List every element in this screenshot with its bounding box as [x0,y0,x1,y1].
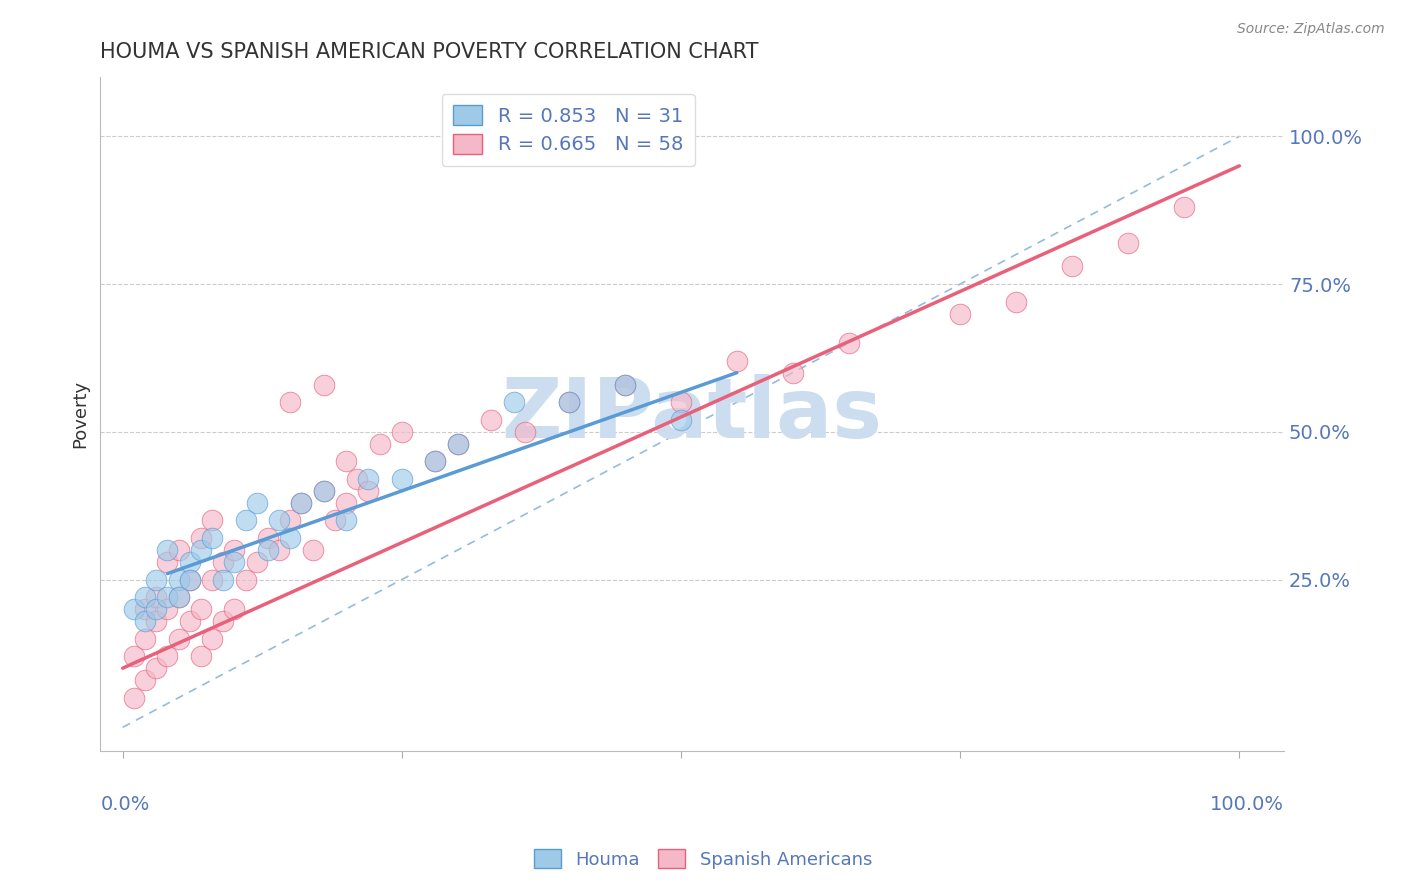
Point [134,614,156,628]
Point [301,543,323,558]
Point [167,543,190,558]
Point [558,395,581,409]
Point [502,395,524,409]
Point [1116,235,1139,250]
Point [201,573,224,587]
Point [614,377,637,392]
Point [346,472,368,486]
Point [447,436,470,450]
Legend: R = 0.853   N = 31, R = 0.665   N = 58: R = 0.853 N = 31, R = 0.665 N = 58 [441,94,695,166]
Point [267,543,290,558]
Point [246,496,269,510]
Point [156,555,179,569]
Point [179,573,201,587]
Point [312,483,335,498]
Point [278,531,301,545]
Point [190,602,212,616]
Point [335,454,357,468]
Point [425,454,447,468]
Point [212,555,235,569]
Point [156,649,179,664]
Point [134,673,156,687]
Point [190,531,212,545]
Point [134,632,156,646]
Point [212,573,235,587]
Point [122,649,145,664]
Point [335,513,357,527]
Point [156,602,179,616]
Point [447,436,470,450]
Point [278,513,301,527]
Y-axis label: Poverty: Poverty [72,380,89,448]
Point [1060,260,1083,274]
Point [145,591,167,605]
Point [513,425,536,439]
Point [290,496,312,510]
Point [156,591,179,605]
Point [782,366,804,380]
Point [669,395,692,409]
Point [312,483,335,498]
Point [357,472,380,486]
Point [278,395,301,409]
Point [201,531,224,545]
Point [167,591,190,605]
Point [1005,294,1028,309]
Point [190,543,212,558]
Point [167,632,190,646]
Point [257,543,280,558]
Point [558,395,581,409]
Point [167,573,190,587]
Point [122,602,145,616]
Text: 0.0%: 0.0% [100,795,149,814]
Point [235,573,257,587]
Point [224,543,246,558]
Point [212,614,235,628]
Point [134,602,156,616]
Point [1173,200,1195,214]
Point [323,513,346,527]
Point [335,496,357,510]
Point [190,649,212,664]
Text: Source: ZipAtlas.com: Source: ZipAtlas.com [1237,22,1385,37]
Point [669,413,692,427]
Point [224,602,246,616]
Point [179,614,201,628]
Point [224,555,246,569]
Point [425,454,447,468]
Text: HOUMA VS SPANISH AMERICAN POVERTY CORRELATION CHART: HOUMA VS SPANISH AMERICAN POVERTY CORREL… [100,42,759,62]
Text: 100.0%: 100.0% [1211,795,1284,814]
Point [201,513,224,527]
Point [235,513,257,527]
Point [246,555,269,569]
Point [145,614,167,628]
Point [201,632,224,646]
Point [267,513,290,527]
Point [837,336,859,351]
Point [257,531,280,545]
Point [949,307,972,321]
Point [179,573,201,587]
Point [145,602,167,616]
Point [357,483,380,498]
Point [614,377,637,392]
Point [368,436,391,450]
Point [134,591,156,605]
Point [391,472,413,486]
Point [725,354,748,368]
Point [312,377,335,392]
Point [290,496,312,510]
Point [156,543,179,558]
Point [391,425,413,439]
Point [145,573,167,587]
Point [145,661,167,675]
Point [167,591,190,605]
Legend: Houma, Spanish Americans: Houma, Spanish Americans [527,842,879,876]
Point [179,555,201,569]
Point [122,690,145,705]
Text: ZIPatlas: ZIPatlas [502,374,883,455]
Point [479,413,502,427]
